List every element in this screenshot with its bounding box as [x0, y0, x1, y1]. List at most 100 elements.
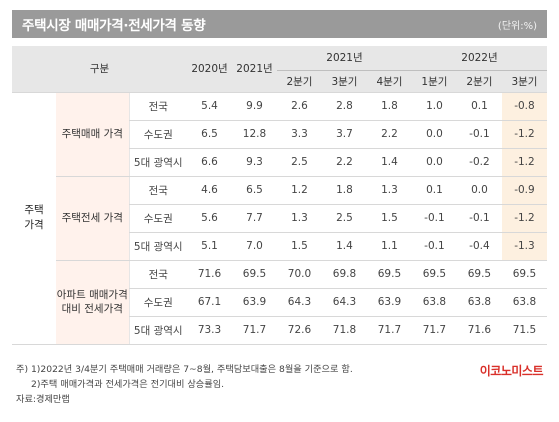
- source-note: 자료:경제만랩: [16, 394, 70, 405]
- value-cell: 71.7: [366, 316, 412, 345]
- value-cell: -0.1: [456, 120, 502, 149]
- header-group-2022: 2022년: [411, 46, 547, 71]
- value-cell: 7.7: [232, 204, 277, 233]
- value-cell: 70.0: [276, 259, 322, 289]
- value-cell: -0.4: [456, 232, 502, 261]
- value-cell: 71.7: [411, 316, 457, 345]
- value-cell: 6.5: [232, 175, 277, 205]
- value-cell: 0.1: [456, 92, 502, 121]
- header-2021-q4: 4분기: [366, 70, 412, 93]
- region-label: 5대 광역시: [128, 316, 188, 345]
- value-cell: 71.5: [501, 316, 547, 345]
- value-cell: 2.2: [366, 120, 412, 149]
- value-cell: 69.5: [456, 259, 502, 289]
- row-group-label: 아파트 매매가격 대비 전세가격: [56, 259, 129, 345]
- value-cell: 9.9: [232, 92, 277, 121]
- unit-label: (단위:%): [497, 20, 537, 32]
- value-cell: 63.9: [366, 288, 412, 317]
- value-cell: 1.5: [276, 232, 322, 261]
- header-2020: 2020년: [187, 46, 232, 93]
- value-cell: 0.1: [411, 175, 457, 205]
- value-cell: 63.8: [411, 288, 457, 317]
- footnote-2: 2)주택 매매가격과 전세가격은 전기대비 상승률임.: [31, 379, 225, 390]
- value-cell: 3.7: [321, 120, 367, 149]
- row-group-label: 주택매매 가격: [56, 92, 129, 177]
- value-cell: 72.6: [276, 316, 322, 345]
- value-cell: 63.9: [232, 288, 277, 317]
- header-2021-q2: 2분기: [276, 70, 322, 93]
- value-cell: 5.6: [187, 204, 232, 233]
- value-cell: 1.4: [366, 148, 412, 177]
- region-label: 5대 광역시: [128, 232, 188, 261]
- value-cell: 64.3: [321, 288, 367, 317]
- region-label: 전국: [128, 92, 188, 121]
- table-row: 5대 광역시 73.3 71.7 72.6 71.8 71.7 71.7 71.6 71.5: [12, 316, 547, 345]
- value-cell: 1.2: [276, 175, 322, 205]
- value-cell: 0.0: [456, 175, 502, 205]
- value-cell: 6.6: [187, 148, 232, 177]
- value-cell: -0.1: [456, 204, 502, 233]
- value-cell: 9.3: [232, 148, 277, 177]
- value-cell: 63.8: [501, 288, 547, 317]
- value-cell: 69.5: [366, 259, 412, 289]
- value-cell: 12.8: [232, 120, 277, 149]
- table-row: 수도권 6.5 12.8 3.3 3.7 2.2 0.0 -0.1 -1.2: [12, 120, 547, 149]
- value-cell: 2.5: [276, 148, 322, 177]
- value-cell: 71.8: [321, 316, 367, 345]
- value-cell: 4.6: [187, 175, 232, 205]
- value-cell: 71.6: [187, 259, 232, 289]
- value-cell: 1.3: [366, 175, 412, 205]
- value-cell: 71.7: [232, 316, 277, 345]
- table-row: 주택 가격 주택매매 가격 전국 5.4 9.9 2.6 2.8 1.8 1.0 0.1 -0.8: [12, 92, 547, 345]
- value-cell: 2.5: [321, 204, 367, 233]
- region-label: 수도권: [128, 288, 188, 317]
- value-cell: 67.1: [187, 288, 232, 317]
- header-2022-q1: 1분기: [411, 70, 457, 93]
- value-cell: -1.2: [501, 148, 547, 177]
- table-row: 수도권 5.6 7.7 1.3 2.5 1.5 -0.1 -0.1 -1.2: [12, 204, 547, 233]
- value-cell: 6.5: [187, 120, 232, 149]
- value-cell: 73.3: [187, 316, 232, 345]
- value-cell: 1.3: [276, 204, 322, 233]
- table-body: 주택 가격 주택매매 가격 전국 5.4 9.9 2.6 2.8 1.8 1.0 0.1 -0.8 수…: [12, 92, 547, 345]
- value-cell: 5.1: [187, 232, 232, 261]
- value-cell: 63.8: [456, 288, 502, 317]
- value-cell: 0.0: [411, 120, 457, 149]
- row-group-top: 주택 가격: [12, 92, 56, 345]
- value-cell: 64.3: [276, 288, 322, 317]
- value-cell: 1.8: [366, 92, 412, 121]
- value-cell: 69.5: [501, 259, 547, 289]
- value-cell: 2.8: [321, 92, 367, 121]
- value-cell: 1.5: [366, 204, 412, 233]
- row-group-label: 주택전세 가격: [56, 175, 129, 261]
- value-cell: 1.4: [321, 232, 367, 261]
- value-cell: 69.5: [232, 259, 277, 289]
- table-row: 주택전세 가격 전국 4.6 6.5 1.2 1.8 1.3 0.1 0.0 -0.9: [12, 175, 547, 261]
- value-cell: 0.0: [411, 148, 457, 177]
- header-2022-q3: 3분기: [501, 70, 547, 93]
- page-title: 주택시장 매매가격·전세가격 동향: [22, 18, 206, 34]
- value-cell: 2.2: [321, 148, 367, 177]
- region-label: 수도권: [128, 204, 188, 233]
- header-2022-q2: 2분기: [456, 70, 502, 93]
- value-cell: -0.1: [411, 232, 457, 261]
- header-2021: 2021년: [232, 46, 277, 93]
- value-cell: 71.6: [456, 316, 502, 345]
- value-cell: 69.5: [411, 259, 457, 289]
- table-row: 수도권 67.1 63.9 64.3 64.3 63.9 63.8 63.8 63.8: [12, 288, 547, 317]
- price-trend-table: 구분 2020년 2021년 2021년 2022년 2분기 3분기 4분기 1…: [12, 46, 547, 345]
- region-label: 전국: [128, 259, 188, 289]
- title-bar: 주택시장 매매가격·전세가격 동향 (단위:%): [12, 10, 547, 38]
- value-cell: -0.2: [456, 148, 502, 177]
- value-cell: 1.8: [321, 175, 367, 205]
- region-label: 수도권: [128, 120, 188, 149]
- table-row: 5대 광역시 6.6 9.3 2.5 2.2 1.4 0.0 -0.2 -1.2: [12, 148, 547, 177]
- region-label: 전국: [128, 175, 188, 205]
- value-cell: -0.9: [501, 175, 547, 205]
- value-cell: 1.1: [366, 232, 412, 261]
- brand-logo: 이코노미스트: [479, 364, 544, 378]
- header-category: 구분: [12, 46, 188, 93]
- value-cell: 7.0: [232, 232, 277, 261]
- footnote-1: 주) 1)2022년 3/4분기 주택매매 거래량은 7~8월, 주택담보대출은…: [16, 364, 353, 375]
- region-label: 5대 광역시: [128, 148, 188, 177]
